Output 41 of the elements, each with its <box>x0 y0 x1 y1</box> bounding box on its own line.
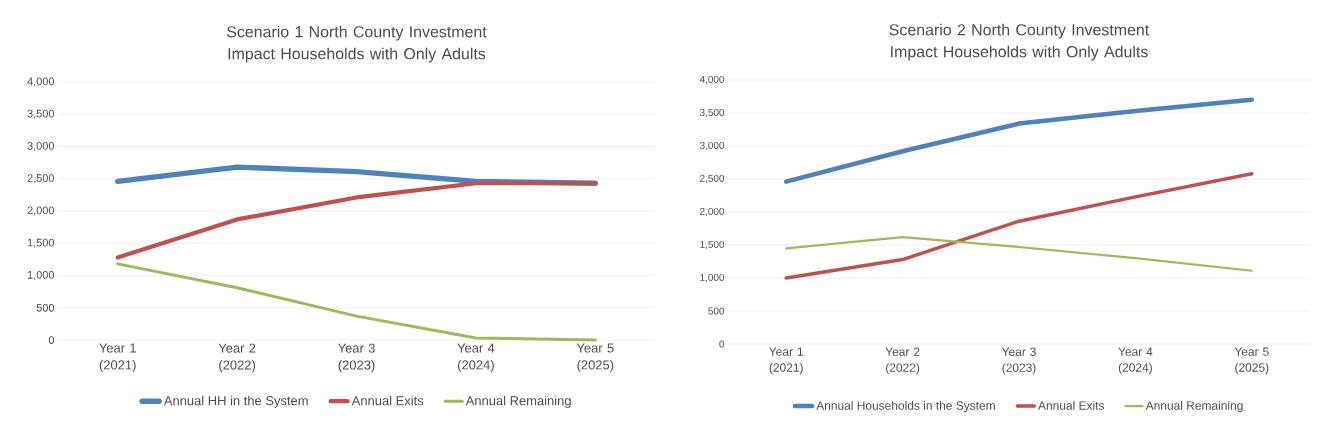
legend-label: Annual Exits <box>1038 400 1105 410</box>
legend-label: Annual Households in the System <box>816 400 995 413</box>
y-tick-label: 1,500 <box>700 240 725 250</box>
y-tick-label: 500 <box>708 307 725 315</box>
y-tick-label: 2,500 <box>700 174 725 184</box>
x-tick-label: Year 1 (2021) <box>769 347 804 375</box>
y-tick-label: 3,000 <box>699 141 725 151</box>
x-tick-label: Year 1 (2021) <box>99 343 136 373</box>
legend-label: Annual Exits <box>351 395 424 406</box>
y-tick-label: 500 <box>36 303 55 312</box>
x-tick-label: Year 2 (2022) <box>218 343 256 373</box>
x-tick-label: Year 2 (2022) <box>885 347 920 375</box>
y-tick-label: 4,000 <box>699 75 725 85</box>
y-tick-label: 0 <box>48 336 55 344</box>
x-tick-label: Year 4 (2024) <box>1118 347 1153 375</box>
y-tick-label: 2,500 <box>27 174 55 184</box>
x-tick-label: Year 5 (2025) <box>1234 347 1269 375</box>
legend-label: Annual Remaining <box>1145 400 1243 413</box>
x-tick-label: Year 3 (2023) <box>1001 347 1036 375</box>
y-tick-label: 3,500 <box>699 108 725 118</box>
y-tick-label: 1,000 <box>700 273 725 283</box>
chart-title: Scenario 2 North County Investment Impact Households with Only Adults <box>889 23 1150 61</box>
x-tick-label: Year 3 (2023) <box>337 343 375 373</box>
line-series <box>116 262 597 342</box>
legend-label: Annual Remaining <box>465 395 571 408</box>
y-tick-label: 3,000 <box>27 141 55 152</box>
x-tick-label: Year 5 (2025) <box>576 343 614 373</box>
line-series <box>784 172 1254 280</box>
legend-label: Annual HH in the System <box>163 395 308 408</box>
y-tick-label: 3,500 <box>27 109 55 119</box>
line-series <box>783 97 1255 184</box>
line-series <box>115 181 598 260</box>
chart-title: Scenario 1 North County Investment Impact Households with Only Adults <box>226 25 487 63</box>
line-series <box>785 235 1253 272</box>
y-tick-label: 1,000 <box>27 270 55 281</box>
y-tick-label: 2,000 <box>27 206 55 216</box>
y-tick-label: 4,000 <box>27 77 55 87</box>
x-tick-label: Year 4 (2024) <box>457 343 495 373</box>
y-tick-label: 2,000 <box>700 207 725 217</box>
y-tick-label: 1,500 <box>27 238 55 248</box>
y-tick-label: 0 <box>719 340 725 348</box>
